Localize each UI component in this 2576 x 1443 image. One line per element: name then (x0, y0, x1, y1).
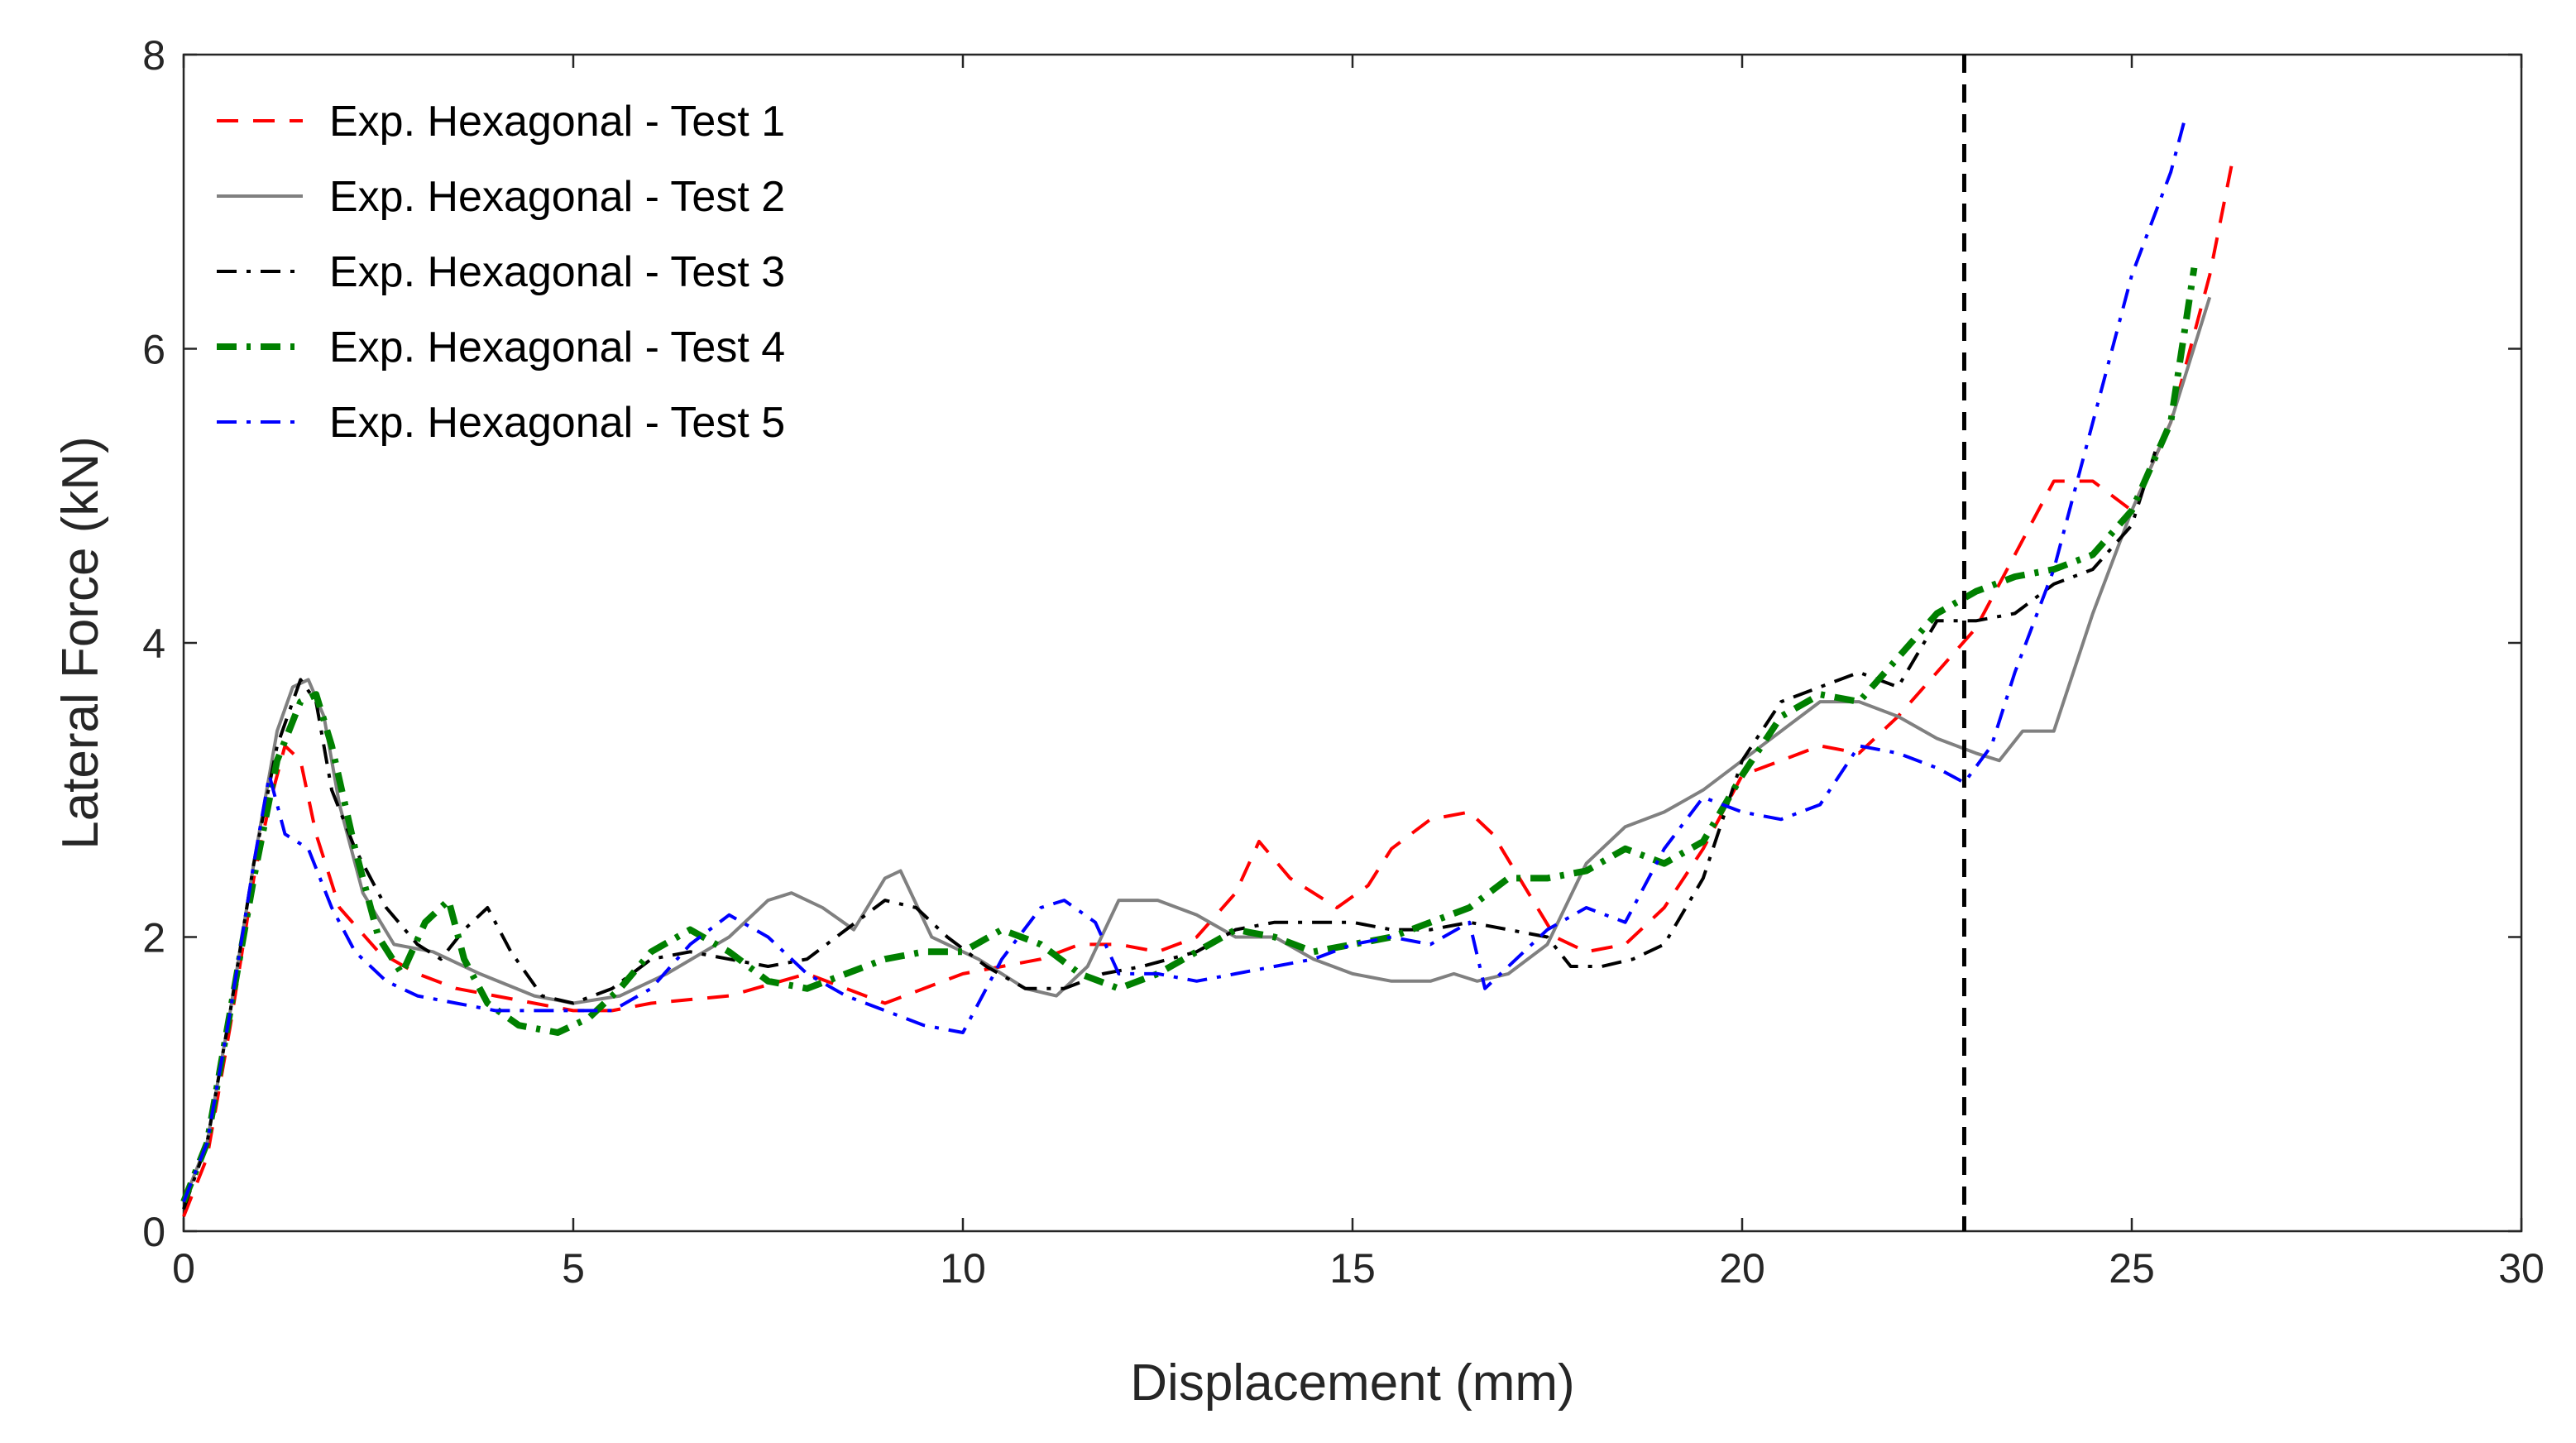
legend: Exp. Hexagonal - Test 1 Exp. Hexagonal - … (217, 98, 785, 447)
x-tick-label: 0 (172, 1245, 195, 1292)
x-tick-label: 10 (940, 1245, 986, 1292)
y-tick-label: 0 (142, 1209, 165, 1255)
legend-label-test-2: Exp. Hexagonal - Test 2 (329, 173, 785, 221)
y-tick-label: 2 (142, 915, 165, 961)
series-line-test-2 (182, 296, 2212, 1203)
series-line-test-3 (182, 451, 2157, 1210)
legend-label-test-3: Exp. Hexagonal - Test 3 (329, 248, 785, 296)
x-tick-label: 30 (2498, 1245, 2545, 1292)
axes-layer: 0 5 10 15 20 25 30 0 2 4 6 8 (142, 32, 2545, 1292)
x-tick-label: 5 (562, 1245, 585, 1292)
series-layer (180, 113, 2235, 1217)
legend-label-test-5: Exp. Hexagonal - Test 5 (329, 399, 785, 447)
y-axis-title: Lateral Force (kN) (52, 436, 109, 850)
x-axis-title: Displacement (mm) (1130, 1354, 1574, 1412)
y-tick-label: 6 (142, 327, 165, 373)
legend-label-test-1: Exp. Hexagonal - Test 1 (329, 98, 785, 146)
legend-label-test-4: Exp. Hexagonal - Test 4 (329, 324, 785, 372)
x-tick-label: 15 (1329, 1245, 1376, 1292)
series-line-test-5 (182, 113, 2188, 1203)
x-tick-label: 25 (2109, 1245, 2155, 1292)
y-tick-label: 4 (142, 621, 165, 667)
series-line-test-4 (180, 267, 2198, 1203)
x-tick-label: 20 (1719, 1245, 1765, 1292)
y-tick-label: 8 (142, 32, 165, 79)
